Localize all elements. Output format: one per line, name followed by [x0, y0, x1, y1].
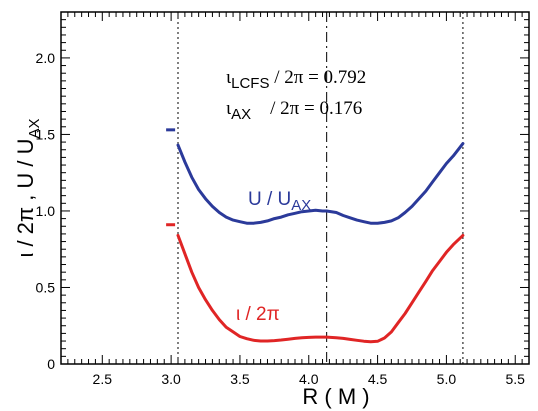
y-tick-labels: 0 0.5 1.0 1.5 2.0: [36, 50, 56, 372]
plot-frame: [60, 11, 530, 365]
y-axis-title: ι / 2π , U / UAX: [13, 118, 43, 257]
y-tick-label: 1.0: [36, 203, 56, 219]
x-tick-labels: 2.5 3.0 3.5 4.0 4.5 5.0 5.5: [93, 371, 526, 387]
x-tick-label: 2.5: [93, 371, 113, 387]
series-label-iota: ι / 2π: [236, 304, 280, 325]
y-tick-label: 0: [47, 356, 55, 372]
x-tick-label: 5.5: [506, 371, 526, 387]
y-tick-label: 0.5: [36, 279, 56, 295]
x-tick-label: 4.0: [299, 371, 319, 387]
series-label-u: U / UAX: [248, 189, 311, 214]
x-tick-label: 5.0: [437, 371, 457, 387]
series-line: [176, 142, 465, 225]
x-axis-title: R ( M ): [302, 384, 369, 409]
reference-lines: [177, 12, 464, 364]
marker-group: [166, 128, 176, 227]
series-line: [176, 233, 465, 344]
y-tick-label: 1.5: [36, 126, 56, 142]
ticks: [60, 11, 530, 365]
x-tick-label: 3.5: [230, 371, 250, 387]
series-group: [176, 142, 465, 344]
x-tick-label: 4.5: [368, 371, 388, 387]
annotation-iota-ax: ιAX / 2π = 0.176: [226, 98, 362, 123]
y-tick-label: 2.0: [36, 50, 56, 66]
x-tick-label: 3.0: [161, 371, 181, 387]
annotation-iota-lcfs: ιLCFS / 2π = 0.792: [226, 67, 366, 92]
